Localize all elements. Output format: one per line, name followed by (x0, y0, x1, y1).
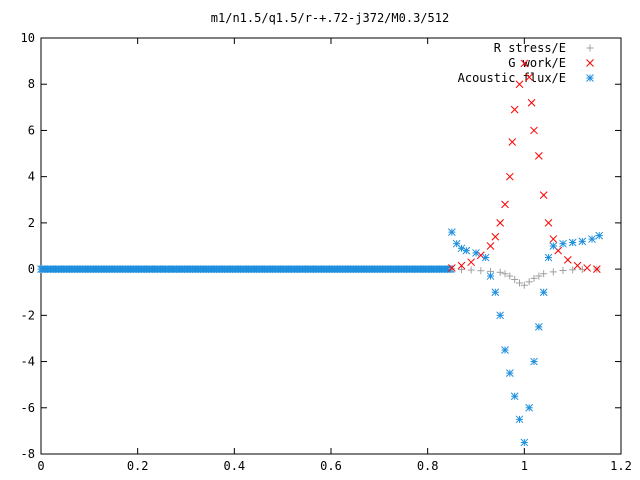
data-point (534, 152, 543, 160)
legend-marker (586, 59, 594, 67)
data-point (506, 272, 514, 280)
data-point (501, 200, 509, 209)
data-point (569, 266, 577, 274)
data-point (515, 415, 524, 424)
data-point (559, 239, 567, 248)
data-point (588, 235, 596, 243)
data-point (549, 235, 558, 243)
y-tick-label: 10 (21, 31, 35, 45)
data-point (505, 172, 514, 181)
data-point (534, 323, 543, 331)
data-point (592, 265, 601, 273)
y-tick-label: 0 (28, 262, 35, 276)
chart-title: m1/n1.5/q1.5/r-+.72-j372/M0.3/512 (211, 11, 449, 25)
data-point (501, 270, 509, 278)
acoustic-flux-zero-band (37, 265, 455, 273)
data-point (544, 219, 553, 227)
data-point (525, 73, 534, 82)
data-point (549, 268, 557, 276)
data-point (539, 288, 548, 297)
data-point (496, 219, 505, 227)
data-point (527, 98, 536, 107)
data-point (540, 270, 548, 278)
data-point (508, 138, 517, 146)
data-point (457, 261, 466, 270)
data-point (573, 261, 582, 270)
data-point (530, 274, 538, 282)
data-point (559, 266, 567, 274)
data-point (530, 357, 538, 366)
series-1 (447, 59, 601, 273)
data-point (447, 264, 456, 272)
x-tick-label: 1.2 (610, 459, 632, 473)
series-0 (448, 265, 601, 289)
data-point (491, 232, 500, 241)
y-tick-label: 6 (28, 123, 35, 137)
data-point (496, 268, 504, 276)
data-point (515, 80, 524, 89)
data-point (462, 246, 471, 255)
x-tick-label: 0 (37, 459, 44, 473)
data-point (520, 438, 529, 447)
data-point (496, 311, 505, 320)
y-tick-label: -8 (21, 447, 35, 461)
plot-axes: 0 0.2 0.4 0.6 0.8 1 1.2 -8 -6 -4 -2 0 2 4 6 8 10 (21, 31, 632, 473)
data-point (535, 272, 543, 280)
x-tick-label: 0.6 (320, 459, 342, 473)
data-point (595, 231, 604, 240)
data-point (525, 278, 533, 286)
data-point (578, 237, 587, 246)
y-tick-label: -2 (21, 308, 35, 322)
data-point (530, 126, 538, 135)
x-tick-label: 1 (521, 459, 528, 473)
data-point (516, 279, 523, 287)
data-point (511, 276, 519, 284)
data-point (467, 258, 476, 267)
data-point (510, 392, 519, 401)
data-point (486, 242, 495, 250)
data-point (583, 264, 592, 272)
data-point (472, 249, 480, 257)
data-point (520, 59, 529, 68)
legend-label: R stress/E (494, 41, 566, 55)
data-point (486, 272, 495, 280)
x-tick-label: 0.2 (127, 459, 149, 473)
data-marks (37, 59, 604, 447)
data-point (477, 267, 485, 275)
data-point (510, 105, 519, 114)
legend-marker (586, 74, 594, 82)
data-point (563, 256, 572, 264)
legend-label: G work/E (508, 56, 566, 70)
x-tick-label: 0.8 (417, 459, 439, 473)
y-tick-label: -6 (21, 401, 35, 415)
y-tick-label: 2 (28, 216, 35, 230)
legend-label: Acoustic flux/E (458, 71, 566, 85)
data-point (458, 266, 465, 274)
series-2 (447, 228, 604, 447)
y-tick-label: -4 (21, 355, 35, 369)
x-tick-label: 0.4 (223, 459, 245, 473)
data-point (481, 253, 490, 262)
y-tick-label: 4 (28, 170, 35, 184)
data-point (578, 265, 586, 273)
data-point (544, 253, 553, 262)
data-point (539, 191, 548, 200)
legend-marker (586, 44, 594, 52)
data-point (568, 238, 577, 247)
data-point (501, 346, 509, 354)
data-point (525, 403, 534, 412)
data-point (467, 266, 475, 274)
data-point (447, 228, 456, 236)
data-point (505, 369, 514, 377)
data-point (549, 242, 558, 250)
data-point (520, 281, 528, 289)
y-tick-label: 8 (28, 77, 35, 91)
data-point (491, 288, 500, 297)
